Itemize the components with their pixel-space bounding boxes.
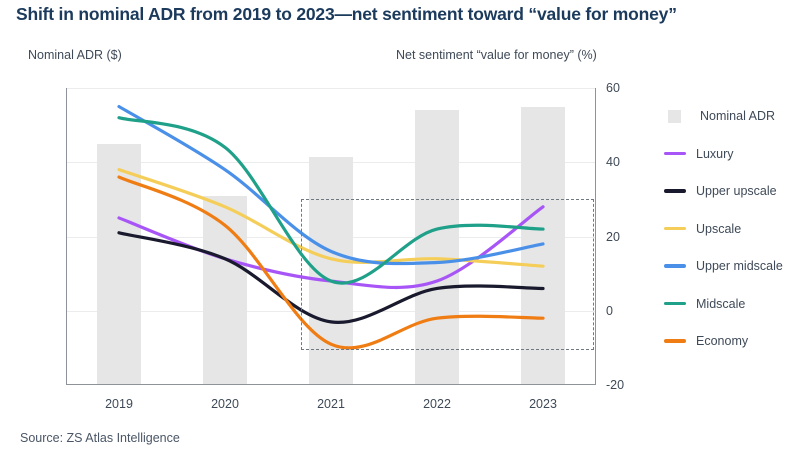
y-axis-right-tick-label: 40 <box>606 155 620 170</box>
legend-swatch-line-icon <box>664 301 686 306</box>
legend-swatch-box-icon <box>668 109 681 123</box>
line-series-layer <box>117 104 545 350</box>
legend-item-upper-upscale[interactable]: Upper upscale <box>664 183 800 199</box>
legend-item-label: Upper upscale <box>696 184 777 198</box>
legend-item-label: Nominal ADR <box>700 109 776 123</box>
legend-item-upscale[interactable]: Upscale <box>664 221 800 237</box>
y-axis-right-tick-label: 60 <box>606 81 620 95</box>
y-axis-right-tick-label: -20 <box>606 378 625 392</box>
bar <box>414 110 460 385</box>
y-axis-right-tick-label: 0 <box>606 303 613 318</box>
legend-swatch-line-icon <box>664 189 686 193</box>
x-axis-tick-label: 2019 <box>105 397 133 411</box>
line-series-economy <box>117 175 545 350</box>
left-axis-label: Nominal ADR ($) <box>28 48 122 62</box>
y-axis-right-tick-label: 20 <box>606 229 620 244</box>
line-series-upper-upscale <box>117 231 545 324</box>
legend-swatch-line-icon <box>664 339 686 343</box>
x-axis-tick-label: 2022 <box>423 397 451 411</box>
legend-item-label: Midscale <box>696 296 746 311</box>
x-axis-tick-label: 2020 <box>211 397 239 411</box>
right-axis-label: Net sentiment “value for money” (%) <box>396 48 597 62</box>
legend-item-label: Economy <box>696 334 749 348</box>
x-axis <box>66 384 596 385</box>
legend-item-midscale[interactable]: Midscale <box>664 296 800 312</box>
legend-item-nominal-adr[interactable]: Nominal ADR <box>664 108 800 124</box>
line-series-upscale <box>117 168 545 268</box>
legend-swatch-line-icon <box>664 151 686 156</box>
chart-legend: Nominal ADR Luxury Upper upscale Upscale Upp… <box>664 108 800 371</box>
legend-item-economy[interactable]: Economy <box>664 333 800 349</box>
gridline <box>66 88 596 89</box>
legend-item-label: Upper midscale <box>696 259 783 273</box>
page-title: Shift in nominal ADR from 2019 to 2023—n… <box>16 4 677 24</box>
x-axis-tick-label: 2023 <box>529 397 557 411</box>
line-series-midscale <box>117 116 545 285</box>
legend-swatch-line-icon <box>664 264 686 268</box>
source-note: Source: ZS Atlas Intelligence <box>20 431 180 445</box>
line-series-upper-midscale <box>117 104 545 266</box>
x-axis-tick-label: 2021 <box>317 397 345 411</box>
legend-item-label: Upscale <box>696 221 742 236</box>
legend-item-luxury[interactable]: Luxury <box>664 146 800 162</box>
y-axis-right <box>595 88 596 385</box>
legend-swatch-line-icon <box>664 226 686 231</box>
y-axis-left <box>66 88 67 385</box>
legend-item-upper-midscale[interactable]: Upper midscale <box>664 258 800 274</box>
legend-item-label: Luxury <box>696 146 734 161</box>
